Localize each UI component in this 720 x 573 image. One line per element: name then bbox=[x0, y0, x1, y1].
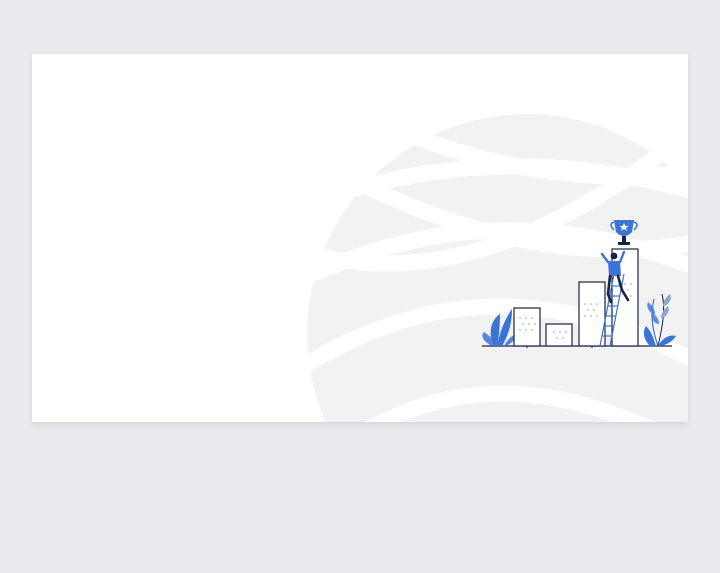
career-growth-trophy-icon bbox=[482, 220, 676, 348]
slide-card[interactable] bbox=[32, 54, 688, 422]
